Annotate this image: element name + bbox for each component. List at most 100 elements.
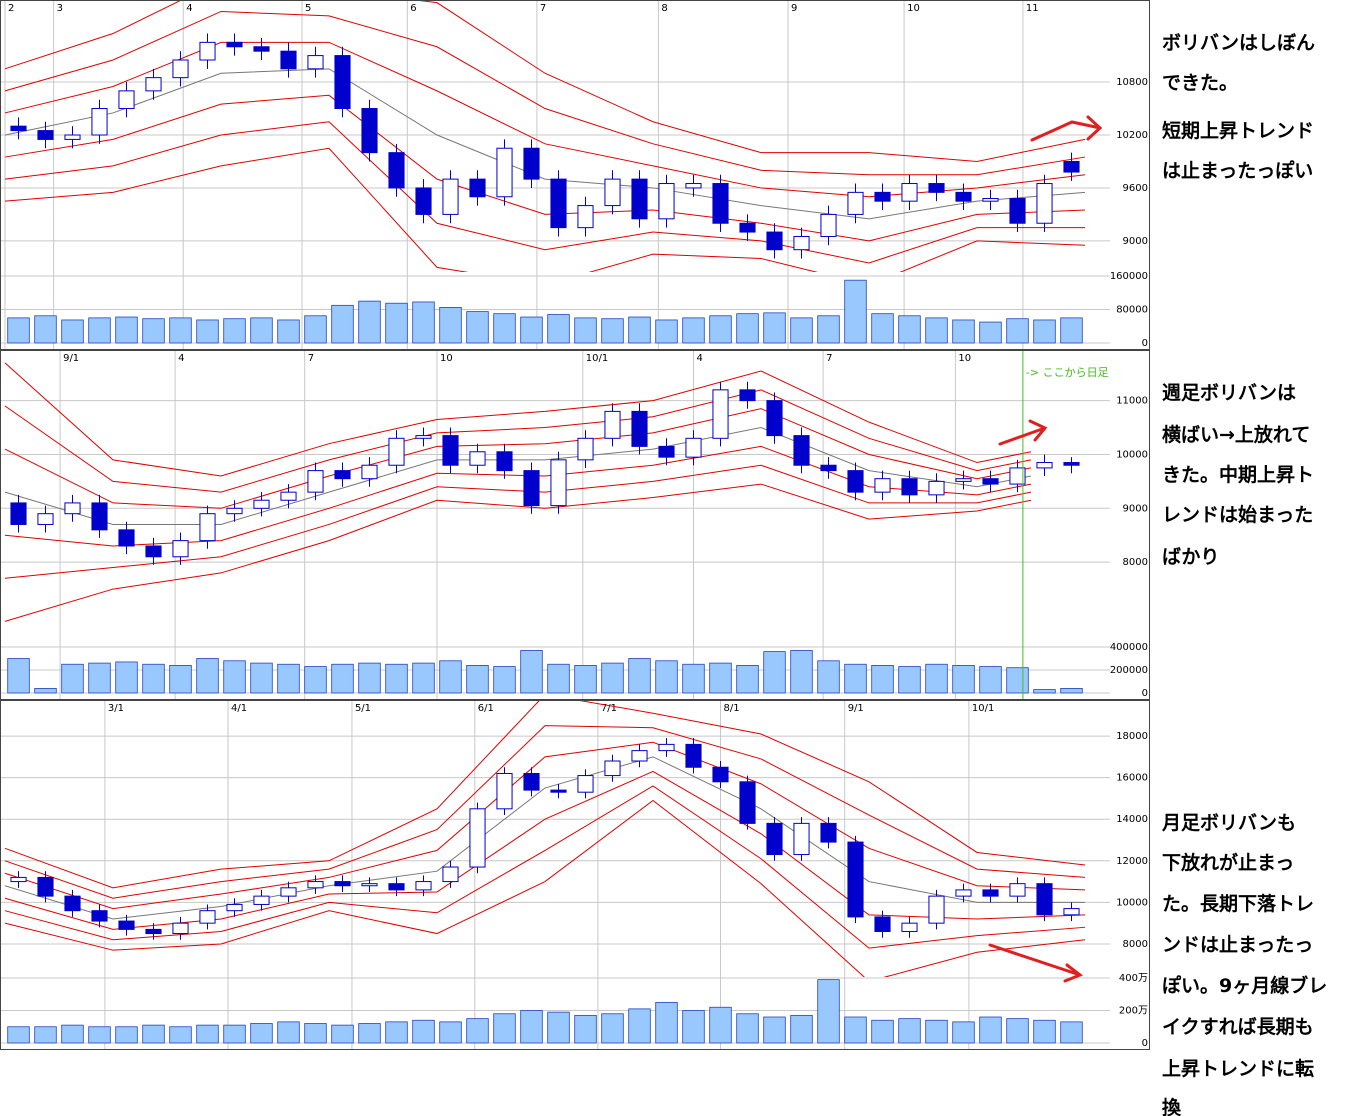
marker-label: -> ここから日足 xyxy=(1026,366,1109,379)
notes: ボリバンはしぼんできた。短期上昇トレンドは止まったっぽい週足ボリバンは横ばい→上… xyxy=(1161,32,1327,1116)
volume-bar xyxy=(817,979,840,1044)
candle-body xyxy=(928,895,945,924)
volume-bar xyxy=(412,301,435,344)
candle-body xyxy=(280,50,297,70)
candle-body xyxy=(226,507,243,515)
x-tick-label: 10/1 xyxy=(586,353,608,364)
x-tick-label: 10 xyxy=(958,353,971,364)
candle-body xyxy=(712,766,729,783)
volume-bar xyxy=(223,318,246,344)
candle-body xyxy=(469,451,486,466)
volume-bar xyxy=(736,665,759,694)
volume-bar xyxy=(763,1016,786,1044)
band-line xyxy=(4,389,1032,493)
volume-bar xyxy=(790,1014,813,1044)
note-line: きた。中期上昇ト xyxy=(1162,463,1314,486)
volume-bar xyxy=(736,313,759,344)
volume-bar xyxy=(412,1019,435,1044)
candle-body xyxy=(280,491,297,501)
candle-body xyxy=(604,760,621,777)
candle-body xyxy=(226,41,243,48)
candle-body xyxy=(253,46,270,52)
candle-body xyxy=(37,130,54,140)
candle-body xyxy=(361,108,378,154)
candle-body xyxy=(1009,883,1026,897)
candle-body xyxy=(739,222,756,233)
candle-body xyxy=(631,178,648,220)
candle-body xyxy=(199,513,216,542)
panel-border xyxy=(0,350,1150,700)
candle-body xyxy=(145,77,162,92)
candle-body xyxy=(820,822,837,843)
candle-body xyxy=(91,502,108,531)
candle-body xyxy=(847,191,864,215)
candle-body xyxy=(577,205,594,229)
candle-body xyxy=(1063,160,1080,173)
note-line: できた。 xyxy=(1162,72,1238,94)
candle-body xyxy=(415,435,432,439)
candle-body xyxy=(10,876,27,883)
panel: 2 3 4 5 6 7 8 9 10 11 9000 9600 10200 10800 0 80000 1600… xyxy=(0,0,1150,350)
candle-body xyxy=(334,881,351,887)
candle-body xyxy=(496,147,513,198)
volume-bar xyxy=(682,663,705,694)
volume-bar xyxy=(628,1008,651,1044)
candle-body xyxy=(145,928,162,935)
candle-body xyxy=(334,470,351,480)
candle-body xyxy=(1009,198,1026,224)
candle-body xyxy=(658,743,675,752)
candle-body xyxy=(928,183,945,193)
volume-bar xyxy=(250,662,273,694)
candle-body xyxy=(766,400,783,437)
volume-bar xyxy=(709,662,732,694)
volume-bar xyxy=(736,1013,759,1044)
volume-bar xyxy=(979,666,1002,694)
candle-body xyxy=(442,435,459,466)
volume-bar xyxy=(709,1006,732,1044)
note-line: 短期上昇トレンド xyxy=(1162,119,1314,142)
candle-body xyxy=(442,866,459,883)
volume-bar xyxy=(520,650,543,694)
candle-body xyxy=(442,178,459,215)
x-tick-label: 4 xyxy=(178,353,184,364)
volume-bar xyxy=(1033,689,1056,694)
volume-bar xyxy=(61,663,84,694)
volume-bar xyxy=(979,321,1002,344)
y-tick-label: 80000 xyxy=(1116,305,1148,316)
x-tick-label: 8 xyxy=(661,3,667,14)
volume-bar xyxy=(358,662,381,694)
candle-body xyxy=(901,922,918,932)
volume-bar xyxy=(34,1026,57,1044)
volume-bar xyxy=(817,315,840,344)
candle-body xyxy=(469,178,486,198)
volume-bar xyxy=(871,1019,894,1044)
volume-bar xyxy=(7,317,30,344)
y-tick-label: 11000 xyxy=(1116,396,1148,407)
volume-bar xyxy=(493,666,516,694)
arrow xyxy=(1030,115,1103,142)
volume-bar xyxy=(952,319,975,344)
volume-bar xyxy=(196,319,219,344)
band-line xyxy=(4,785,1086,949)
candle-body xyxy=(901,183,918,202)
candle-body xyxy=(928,480,945,496)
candle-body xyxy=(307,470,324,493)
volume-bar xyxy=(925,663,948,694)
candle-body xyxy=(199,41,216,61)
candle-body xyxy=(658,183,675,220)
band-line xyxy=(4,464,1032,579)
candle-body xyxy=(523,470,540,507)
volume-bar xyxy=(1006,667,1029,694)
x-tick-label: 4 xyxy=(186,3,192,14)
y-tick-label: 10200 xyxy=(1116,130,1148,141)
panel: 9/1 4 7 10 10/1 4 7 10 8000 9000 10000 11000 0 200000… xyxy=(0,350,1150,700)
note-line: た。長期下落トレ xyxy=(1162,892,1314,915)
volume-bar xyxy=(547,663,570,694)
volume-bar xyxy=(493,313,516,344)
volume-bar xyxy=(574,317,597,344)
y-tick-label: 8000 xyxy=(1123,557,1148,568)
y-tick-label: 10000 xyxy=(1116,449,1148,460)
x-tick-label: 4 xyxy=(697,353,703,364)
y-tick-label: 0 xyxy=(1142,688,1148,699)
volume-bar xyxy=(142,1024,165,1044)
